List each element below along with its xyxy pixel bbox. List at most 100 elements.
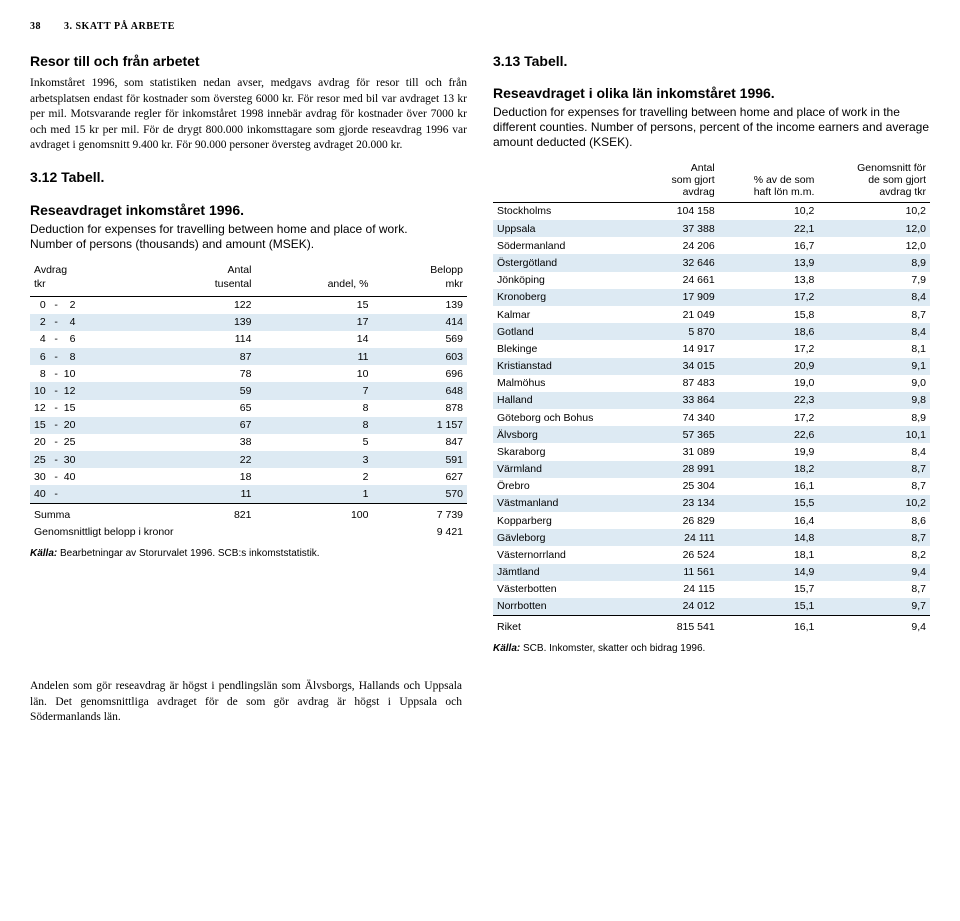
cell-county: Kronoberg xyxy=(493,289,644,306)
t313-riket-a: 815 541 xyxy=(644,616,718,636)
cell-county: Södermanland xyxy=(493,237,644,254)
table-row: Västerbotten24 11515,78,7 xyxy=(493,581,930,598)
cell-antal: 87 xyxy=(148,348,255,365)
table-row: Kopparberg26 82916,48,6 xyxy=(493,512,930,529)
cell-percent: 22,6 xyxy=(719,426,819,443)
cell-range: 25 - 30 xyxy=(30,451,148,468)
cell-county: Västernorrland xyxy=(493,546,644,563)
cell-antal: 37 388 xyxy=(644,220,718,237)
cell-avg: 8,4 xyxy=(818,323,930,340)
t312-h3: andel, % xyxy=(255,262,372,296)
t313-h2: Antalsom gjortavdrag xyxy=(644,160,718,202)
t312-sum-p: 100 xyxy=(255,503,372,523)
cell-antal: 34 015 xyxy=(644,358,718,375)
cell-county: Värmland xyxy=(493,461,644,478)
cell-andel: 15 xyxy=(255,296,372,314)
t312-sum-label: Summa xyxy=(30,503,148,523)
table-row: 0 - 212215139 xyxy=(30,296,467,314)
cell-avg: 9,1 xyxy=(818,358,930,375)
cell-range: 4 - 6 xyxy=(30,331,148,348)
cell-county: Uppsala xyxy=(493,220,644,237)
cell-avg: 9,7 xyxy=(818,598,930,616)
cell-belopp: 591 xyxy=(372,451,467,468)
cell-avg: 8,7 xyxy=(818,306,930,323)
cell-range: 15 - 20 xyxy=(30,417,148,434)
cell-antal: 87 483 xyxy=(644,375,718,392)
table-row: 4 - 611414569 xyxy=(30,331,467,348)
t312-h4: Belopp mkr xyxy=(372,262,467,296)
two-column-layout: Resor till och från arbetet Inkomståret … xyxy=(30,52,930,656)
table-row: 12 - 15658878 xyxy=(30,400,467,417)
cell-county: Blekinge xyxy=(493,340,644,357)
cell-avg: 9,0 xyxy=(818,375,930,392)
cell-range: 0 - 2 xyxy=(30,296,148,314)
section-label: 3. SKATT PÅ ARBETE xyxy=(64,21,175,32)
cell-antal: 28 991 xyxy=(644,461,718,478)
cell-range: 20 - 25 xyxy=(30,434,148,451)
footer-paragraph: Andelen som gör reseavdrag är högst i pe… xyxy=(30,679,462,726)
table-row: Göteborg och Bohus74 34017,28,9 xyxy=(493,409,930,426)
t312-h1a: Avdrag xyxy=(34,264,67,276)
t312-h2a: Antal xyxy=(228,264,252,276)
table-row: 20 - 25385847 xyxy=(30,434,467,451)
cell-antal: 26 829 xyxy=(644,512,718,529)
cell-avg: 8,4 xyxy=(818,289,930,306)
t312-avg-label: Genomsnittligt belopp i kronor xyxy=(30,523,372,541)
table-row: Södermanland24 20616,712,0 xyxy=(493,237,930,254)
cell-avg: 8,7 xyxy=(818,461,930,478)
cell-antal: 78 xyxy=(148,365,255,382)
t312-h1b: tkr xyxy=(34,278,46,290)
cell-antal: 74 340 xyxy=(644,409,718,426)
cell-belopp: 414 xyxy=(372,314,467,331)
t313-source: Källa: SCB. Inkomster, skatter och bidra… xyxy=(493,642,930,656)
cell-antal: 11 561 xyxy=(644,564,718,581)
cell-antal: 11 xyxy=(148,485,255,503)
cell-andel: 3 xyxy=(255,451,372,468)
cell-antal: 114 xyxy=(148,331,255,348)
cell-antal: 25 304 xyxy=(644,478,718,495)
cell-percent: 19,9 xyxy=(719,443,819,460)
cell-avg: 8,4 xyxy=(818,443,930,460)
table-row: Gotland5 87018,68,4 xyxy=(493,323,930,340)
cell-antal: 17 909 xyxy=(644,289,718,306)
cell-county: Östergötland xyxy=(493,254,644,271)
cell-county: Malmöhus xyxy=(493,375,644,392)
cell-county: Västmanland xyxy=(493,495,644,512)
cell-percent: 15,8 xyxy=(719,306,819,323)
cell-avg: 7,9 xyxy=(818,272,930,289)
cell-range: 2 - 4 xyxy=(30,314,148,331)
cell-percent: 17,2 xyxy=(719,409,819,426)
cell-antal: 24 012 xyxy=(644,598,718,616)
cell-belopp: 648 xyxy=(372,382,467,399)
table-row: Skaraborg31 08919,98,4 xyxy=(493,443,930,460)
t313-riket-p: 16,1 xyxy=(719,616,819,636)
cell-county: Stockholms xyxy=(493,202,644,220)
cell-antal: 31 089 xyxy=(644,443,718,460)
t312-avg-value: 9 421 xyxy=(372,523,467,541)
cell-avg: 10,1 xyxy=(818,426,930,443)
cell-percent: 17,2 xyxy=(719,340,819,357)
table-row: Jämtland11 56114,99,4 xyxy=(493,564,930,581)
cell-belopp: 878 xyxy=(372,400,467,417)
cell-belopp: 627 xyxy=(372,468,467,485)
cell-belopp: 1 157 xyxy=(372,417,467,434)
cell-andel: 2 xyxy=(255,468,372,485)
cell-avg: 10,2 xyxy=(818,495,930,512)
table-row: 8 - 107810696 xyxy=(30,365,467,382)
cell-antal: 14 917 xyxy=(644,340,718,357)
cell-antal: 33 864 xyxy=(644,392,718,409)
table-row: Blekinge14 91717,28,1 xyxy=(493,340,930,357)
cell-range: 8 - 10 xyxy=(30,365,148,382)
cell-avg: 8,7 xyxy=(818,478,930,495)
t313-h4: Genomsnitt förde som gjortavdrag tkr xyxy=(818,160,930,202)
t312-sum-b: 7 739 xyxy=(372,503,467,523)
table-row: 15 - 206781 157 xyxy=(30,417,467,434)
cell-avg: 12,0 xyxy=(818,220,930,237)
cell-percent: 13,9 xyxy=(719,254,819,271)
cell-percent: 16,7 xyxy=(719,237,819,254)
cell-range: 10 - 12 xyxy=(30,382,148,399)
cell-range: 40 - xyxy=(30,485,148,503)
cell-belopp: 696 xyxy=(372,365,467,382)
cell-andel: 7 xyxy=(255,382,372,399)
cell-county: Örebro xyxy=(493,478,644,495)
